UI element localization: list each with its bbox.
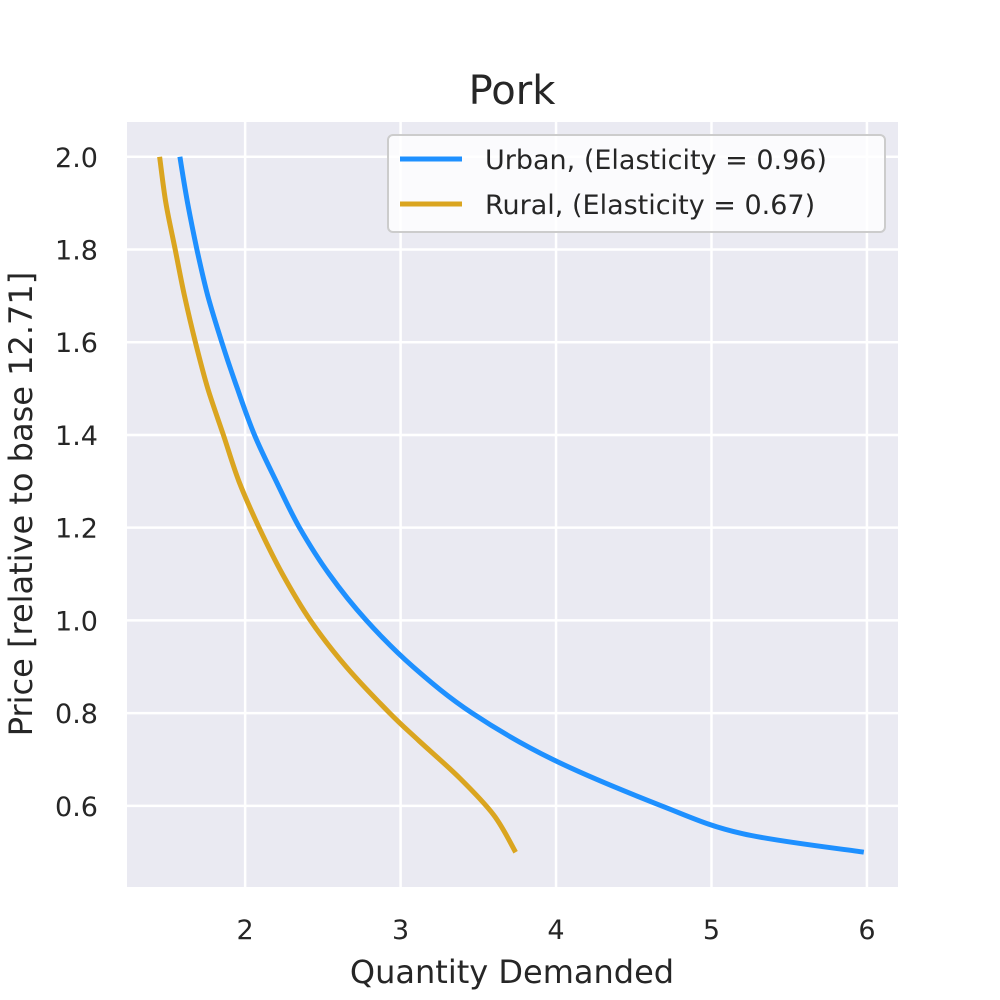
- y-axis-label: Price [relative to base 12.71]: [2, 272, 40, 736]
- legend-label-urban: Urban, (Elasticity = 0.96): [485, 145, 827, 176]
- x-tick-label: 2: [237, 915, 254, 946]
- x-tick-label: 5: [703, 915, 720, 946]
- plot-background: [127, 122, 898, 887]
- series-line-urban: [177, 156, 865, 855]
- y-tick-label: 0.8: [55, 699, 98, 730]
- x-tick-label: 6: [858, 915, 875, 946]
- y-tick-label: 2.0: [55, 143, 98, 174]
- y-tick-labels: 0.6 0.8 1.0 1.2 1.4 1.6 1.8 2.0: [55, 143, 98, 823]
- chart-title: Pork: [469, 68, 557, 114]
- y-tick-label: 1.0: [55, 606, 98, 637]
- x-axis-label: Quantity Demanded: [350, 953, 674, 991]
- y-tick-label: 0.6: [55, 792, 98, 823]
- legend: Urban, (Elasticity = 0.96) Rural, (Elast…: [387, 134, 886, 233]
- y-tick-label: 1.2: [55, 514, 98, 545]
- x-tick-label: 3: [392, 915, 409, 946]
- x-tick-label: 4: [547, 915, 564, 946]
- series-lines: [157, 156, 865, 855]
- x-tick-labels: 2 3 4 5 6: [237, 915, 876, 946]
- y-tick-label: 1.8: [55, 236, 98, 267]
- y-tick-label: 1.4: [55, 421, 98, 452]
- y-tick-label: 1.6: [55, 328, 98, 359]
- legend-label-rural: Rural, (Elasticity = 0.67): [485, 190, 815, 221]
- series-line-rural: [157, 156, 518, 854]
- legend-box: [387, 134, 886, 233]
